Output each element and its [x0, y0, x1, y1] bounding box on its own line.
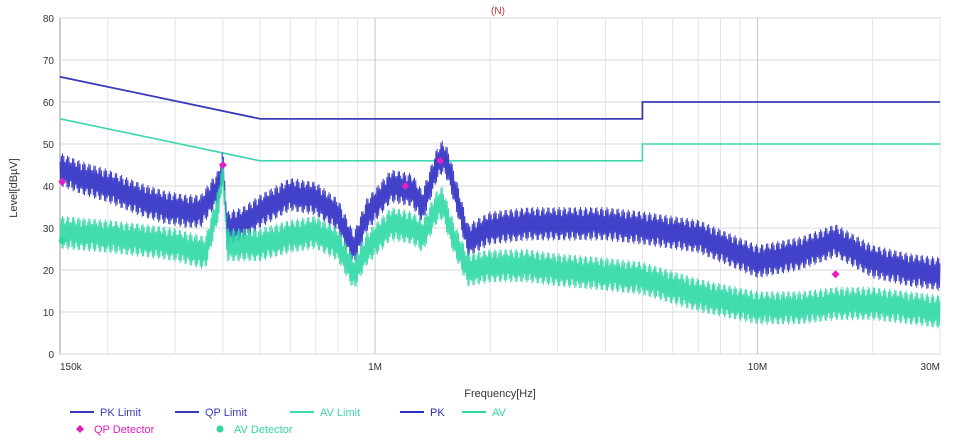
qp-limit-line: [59, 76, 940, 120]
pk-trace: [59, 140, 941, 291]
av-trace: [59, 158, 941, 329]
legend-label: QP Detector: [94, 424, 155, 436]
x-tick-label: 150k: [60, 362, 83, 373]
legend-label: PK: [430, 407, 445, 419]
y-tick-label: 20: [43, 266, 55, 277]
qp-detector-marker: [436, 156, 445, 165]
x-tick-label: 30M: [921, 362, 940, 373]
series-layer: [58, 76, 941, 329]
y-tick-label: 30: [43, 224, 55, 235]
legend-swatch: [216, 425, 224, 433]
qp-detector-marker: [831, 270, 840, 279]
y-tick-label: 0: [48, 350, 54, 361]
y-tick-label: 10: [43, 308, 55, 319]
legend-label: AV Detector: [234, 424, 293, 436]
qp-detector-marker: [218, 161, 227, 169]
y-tick-label: 80: [43, 14, 55, 25]
qp-detector-marker: [401, 182, 410, 190]
axes: 0 10 20 30 40 50 60 70 80 150k 1M 10M 30M: [43, 14, 940, 373]
av-limit-line: [59, 118, 940, 162]
y-tick-label: 40: [43, 182, 55, 193]
y-axis-label: Level[dBµV]: [8, 158, 20, 218]
legend-label: PK Limit: [100, 407, 141, 419]
legend-swatch: [76, 425, 84, 433]
x-tick-label: 1M: [368, 362, 382, 373]
legend-label: AV Limit: [320, 407, 360, 419]
chart-title: (N): [491, 6, 505, 17]
y-tick-label: 60: [43, 98, 55, 109]
y-tick-label: 70: [43, 56, 55, 67]
legend-label: QP Limit: [205, 407, 247, 419]
x-axis-label: Frequency[Hz]: [464, 388, 536, 400]
x-tick-label: 10M: [748, 362, 767, 373]
av-detector-marker: [58, 237, 66, 245]
legend-label: AV: [492, 407, 507, 419]
y-tick-label: 50: [43, 140, 55, 151]
qp-detector-marker: [58, 177, 67, 186]
legend: PK Limit QP Limit AV Limit PK AV QP Detector A…: [70, 407, 507, 436]
